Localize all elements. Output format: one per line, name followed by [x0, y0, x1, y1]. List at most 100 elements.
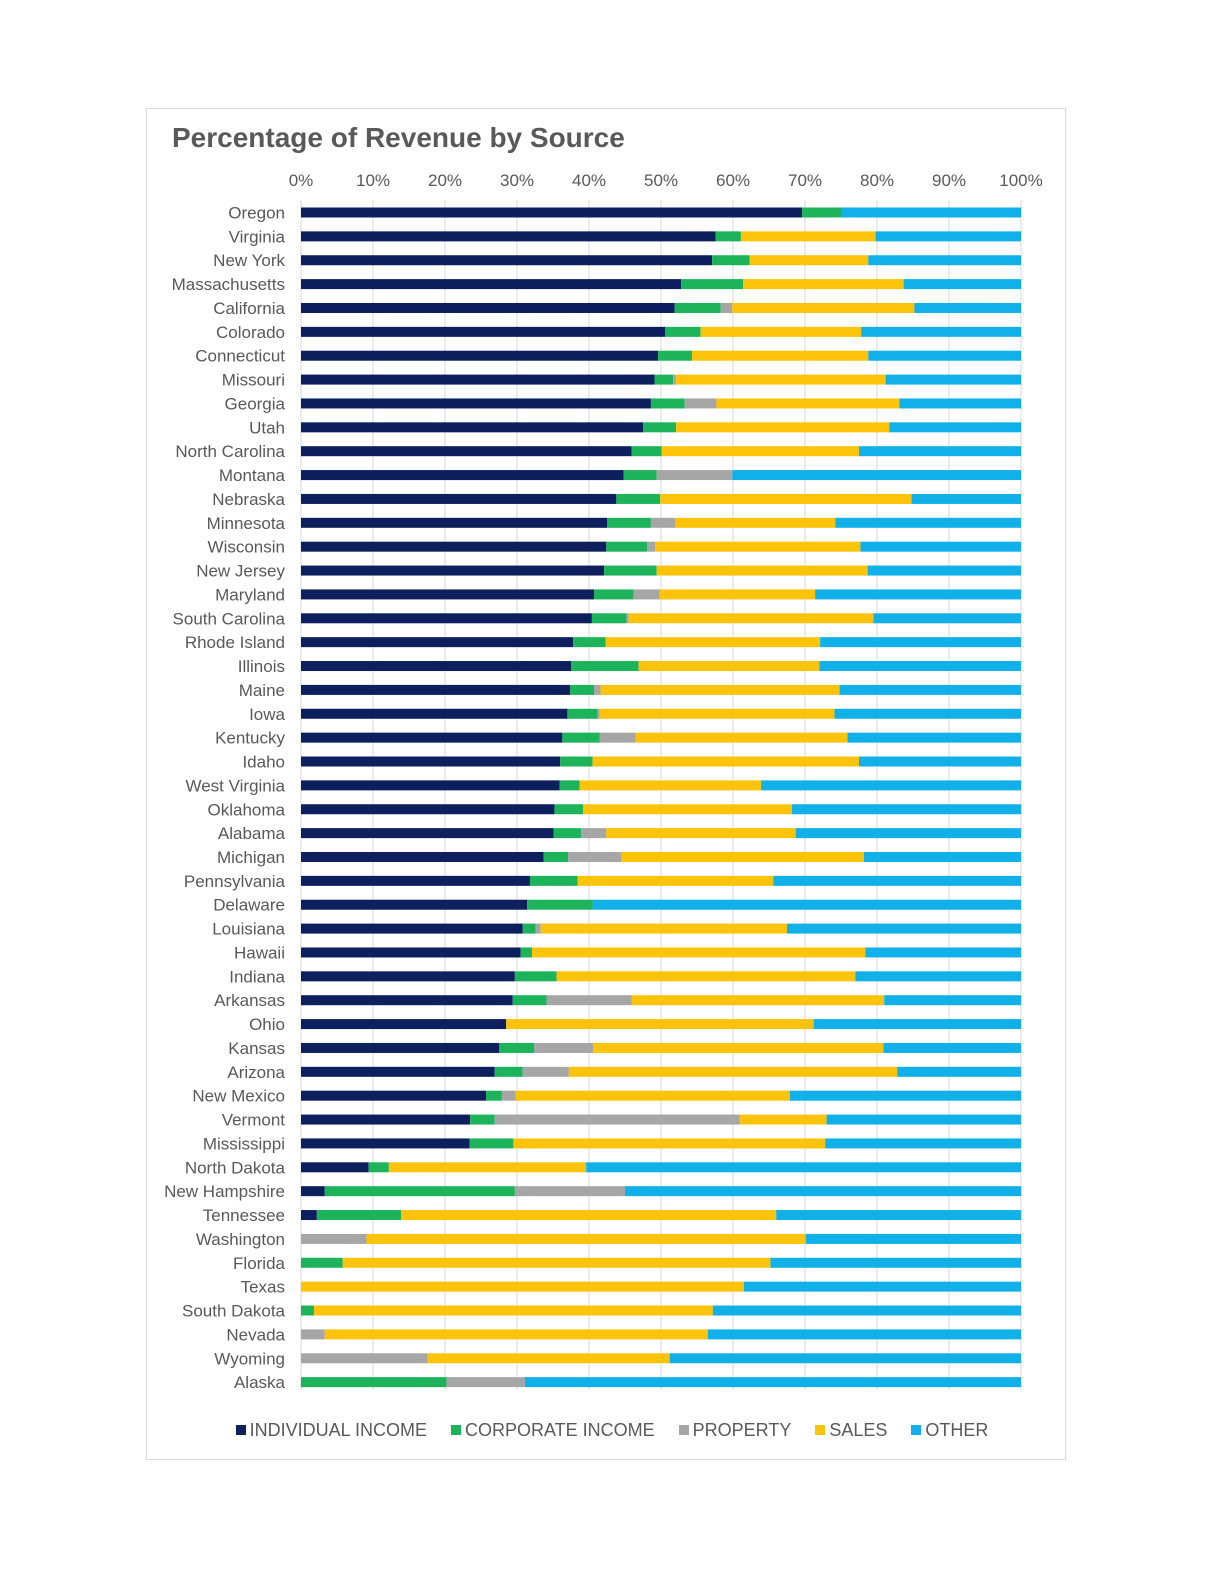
bar-segment: [301, 995, 513, 1006]
bar-segment: [301, 374, 655, 385]
category-label: Kansas: [228, 1039, 285, 1058]
legend-swatch: [235, 1425, 246, 1435]
bar-segment: [469, 1138, 514, 1149]
bar-segment: [593, 1042, 884, 1053]
bar-segment: [546, 995, 632, 1006]
bar-segment: [743, 1281, 1021, 1292]
bar-segment: [301, 493, 617, 504]
bar-segment: [860, 541, 1021, 552]
category-label: New Jersey: [196, 562, 285, 581]
bar-segment: [301, 637, 574, 648]
category-label: New Mexico: [192, 1087, 285, 1106]
bar-segment: [514, 1186, 625, 1197]
bar-segment: [522, 1066, 569, 1077]
category-label: Texas: [241, 1278, 285, 1297]
legend-item: PROPERTY: [678, 1420, 791, 1441]
bar-segment: [776, 1210, 1021, 1221]
bar-segment: [301, 947, 521, 958]
bar-segment: [700, 326, 862, 337]
category-label: South Dakota: [182, 1302, 286, 1321]
bar-segment: [650, 398, 685, 409]
bar-segment: [529, 875, 578, 886]
bar-segment: [301, 565, 605, 576]
category-label: Wisconsin: [208, 538, 285, 557]
category-label: Oregon: [228, 204, 285, 223]
category-label: Massachusetts: [172, 275, 285, 294]
category-label: North Dakota: [185, 1158, 286, 1177]
legend-swatch: [678, 1425, 689, 1435]
category-label: Hawaii: [234, 943, 285, 962]
legend-label: CORPORATE INCOME: [464, 1420, 655, 1440]
bar-segment: [543, 851, 569, 862]
bar-segment: [301, 756, 561, 767]
bar-segment: [301, 422, 643, 433]
bar-segment: [301, 1305, 314, 1316]
bar-segment: [570, 684, 595, 695]
bar-segment: [301, 1377, 447, 1388]
bar-segment: [868, 255, 1021, 266]
bar-segment: [559, 780, 580, 791]
bar-segment: [635, 732, 848, 743]
chart-legend: INDIVIDUAL INCOME CORPORATE INCOME PROPERT…: [0, 1420, 1224, 1441]
bar-segment: [568, 851, 622, 862]
bar-segment: [301, 1186, 325, 1197]
bar-segment: [660, 493, 912, 504]
bar-segment: [628, 613, 874, 624]
bar-segment: [867, 565, 1021, 576]
bar-segment: [401, 1210, 777, 1221]
bar-segment: [720, 302, 733, 313]
bar-segment: [873, 613, 1021, 624]
bar-segment: [684, 398, 717, 409]
bar-segment: [586, 1162, 1021, 1173]
bar-segment: [656, 565, 868, 576]
bar-segment: [813, 1019, 1021, 1030]
bar-segment: [301, 1281, 744, 1292]
bar-segment: [675, 517, 836, 528]
category-label: Maryland: [215, 585, 285, 604]
x-tick-label: 60%: [716, 171, 750, 190]
bar-segment: [388, 1162, 587, 1173]
bar-segment: [911, 493, 1021, 504]
bar-segment: [301, 923, 523, 934]
bar-segment: [847, 732, 1021, 743]
bar-segment: [597, 708, 600, 719]
bar-segment: [885, 374, 1021, 385]
bar-segment: [859, 446, 1021, 457]
bar-segment: [884, 995, 1021, 1006]
bar-segment: [301, 350, 659, 361]
legend-item: SALES: [815, 1420, 887, 1441]
bar-segment: [825, 1138, 1021, 1149]
bar-segment: [513, 1138, 826, 1149]
category-label: California: [213, 299, 285, 318]
category-label: Michigan: [217, 848, 285, 867]
x-tick-label: 80%: [860, 171, 894, 190]
bar-segment: [581, 828, 607, 839]
bar-segment: [643, 422, 677, 433]
bar-segment: [676, 422, 890, 433]
bar-segment: [301, 1138, 470, 1149]
legend-swatch: [815, 1425, 826, 1435]
category-label: Indiana: [229, 967, 285, 986]
bar-segment: [802, 207, 841, 218]
bar-segment: [819, 661, 1021, 672]
bar-segment: [647, 541, 656, 552]
bar-segment: [301, 971, 515, 982]
category-label: New Hampshire: [164, 1182, 285, 1201]
bar-segment: [820, 637, 1021, 648]
bar-segment: [301, 732, 563, 743]
bar-segment: [623, 470, 657, 481]
bar-segment: [855, 971, 1021, 982]
bar-segment: [301, 302, 675, 313]
bar-segment: [577, 875, 774, 886]
bar-segment: [789, 1090, 1021, 1101]
bar-segment: [631, 995, 885, 1006]
bar-segment: [560, 756, 593, 767]
bar-segment: [674, 302, 721, 313]
bar-segment: [316, 1210, 402, 1221]
bar-segment: [301, 446, 632, 457]
bar-segment: [773, 875, 1021, 886]
category-label: Arizona: [227, 1063, 285, 1082]
bar-segment: [669, 1353, 1021, 1364]
category-label: Colorado: [216, 323, 285, 342]
